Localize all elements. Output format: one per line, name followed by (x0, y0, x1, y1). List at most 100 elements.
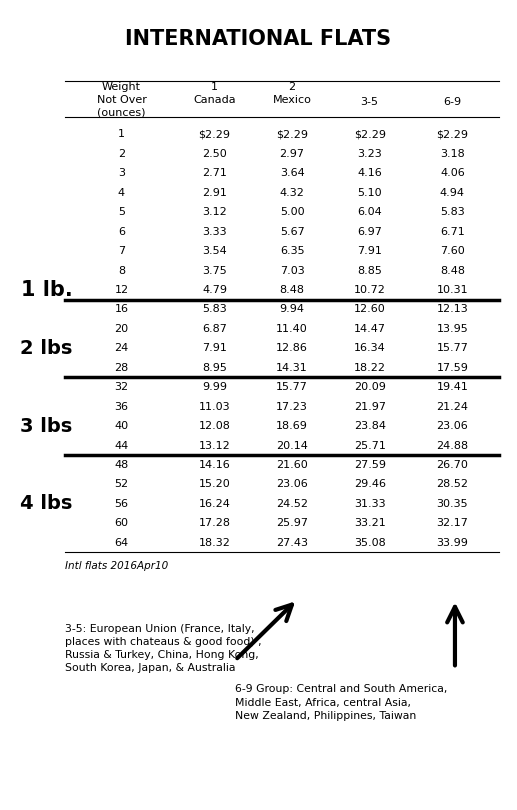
Text: 9.99: 9.99 (202, 382, 227, 392)
Text: 2.91: 2.91 (202, 188, 227, 198)
Text: 4.06: 4.06 (440, 168, 465, 178)
Text: 60: 60 (114, 518, 129, 528)
Text: 21.60: 21.60 (276, 460, 308, 470)
Text: 5.00: 5.00 (280, 207, 305, 217)
Text: 36: 36 (114, 402, 129, 411)
Text: 12.86: 12.86 (276, 343, 308, 353)
Text: 4: 4 (118, 188, 125, 198)
Text: 23.06: 23.06 (436, 421, 468, 431)
Text: 7.91: 7.91 (357, 246, 382, 256)
Text: 27.59: 27.59 (354, 460, 386, 470)
Text: 3 lbs: 3 lbs (20, 416, 73, 436)
Text: 16: 16 (114, 305, 129, 314)
Text: 16.34: 16.34 (354, 343, 386, 353)
Text: 10.31: 10.31 (436, 285, 468, 295)
Text: 29.46: 29.46 (354, 480, 386, 489)
Text: 25.97: 25.97 (276, 518, 308, 528)
Text: 21.97: 21.97 (354, 402, 386, 411)
Text: 18.22: 18.22 (354, 363, 386, 373)
Text: 8: 8 (118, 266, 125, 275)
Text: 11.40: 11.40 (276, 324, 308, 334)
Text: 8.85: 8.85 (357, 266, 382, 275)
Text: 21.24: 21.24 (436, 402, 468, 411)
Text: 3-5: 3-5 (361, 97, 378, 107)
Text: 3.18: 3.18 (440, 149, 465, 159)
Text: 1 lb.: 1 lb. (21, 280, 72, 300)
Text: 28.52: 28.52 (436, 480, 468, 489)
Text: 9.94: 9.94 (280, 305, 305, 314)
Text: 6-9 Group: Central and South America,
Middle East, Africa, central Asia,
New Zea: 6-9 Group: Central and South America, Mi… (235, 684, 448, 721)
Text: 17.23: 17.23 (276, 402, 308, 411)
Text: Weight
Not Over
(ounces): Weight Not Over (ounces) (97, 82, 146, 117)
Text: INTERNATIONAL FLATS: INTERNATIONAL FLATS (126, 29, 391, 49)
Text: 15.20: 15.20 (199, 480, 231, 489)
Text: 5.67: 5.67 (280, 227, 305, 237)
Text: $2.29: $2.29 (354, 130, 386, 139)
Text: 56: 56 (114, 499, 129, 509)
Text: 4.94: 4.94 (440, 188, 465, 198)
Text: 1
Canada: 1 Canada (193, 82, 236, 104)
Text: 24.52: 24.52 (276, 499, 308, 509)
Text: 32: 32 (114, 382, 129, 392)
Text: 32.17: 32.17 (436, 518, 468, 528)
Text: 24.88: 24.88 (436, 441, 468, 450)
Text: 3-5: European Union (France, Italy,
places with chateaus & good food) ,
Russia &: 3-5: European Union (France, Italy, plac… (65, 624, 261, 673)
Text: 64: 64 (114, 538, 129, 548)
Text: 24: 24 (114, 343, 129, 353)
Text: 7.91: 7.91 (202, 343, 227, 353)
Text: 6: 6 (118, 227, 125, 237)
Text: 23.84: 23.84 (354, 421, 386, 431)
Text: 2.50: 2.50 (202, 149, 227, 159)
Text: 8.95: 8.95 (202, 363, 227, 373)
Text: 25.71: 25.71 (354, 441, 386, 450)
Text: 3: 3 (118, 168, 125, 178)
Text: 14.16: 14.16 (199, 460, 231, 470)
Text: 48: 48 (114, 460, 129, 470)
Text: 35.08: 35.08 (354, 538, 386, 548)
Text: 5.10: 5.10 (357, 188, 382, 198)
Text: 44: 44 (114, 441, 129, 450)
Text: 12: 12 (114, 285, 129, 295)
Text: $2.29: $2.29 (276, 130, 308, 139)
Text: 6.87: 6.87 (202, 324, 227, 334)
Text: 18.32: 18.32 (199, 538, 231, 548)
Text: 3.33: 3.33 (202, 227, 227, 237)
Text: 15.77: 15.77 (276, 382, 308, 392)
Text: 33.99: 33.99 (436, 538, 468, 548)
Text: 18.69: 18.69 (276, 421, 308, 431)
Text: 2: 2 (118, 149, 125, 159)
Text: 17.28: 17.28 (199, 518, 231, 528)
Text: 10.72: 10.72 (354, 285, 386, 295)
Text: 15.77: 15.77 (436, 343, 468, 353)
Text: 20.14: 20.14 (276, 441, 308, 450)
Text: 13.95: 13.95 (436, 324, 468, 334)
Text: 2 lbs: 2 lbs (20, 339, 73, 358)
Text: 8.48: 8.48 (440, 266, 465, 275)
Text: 5: 5 (118, 207, 125, 217)
Text: 3.75: 3.75 (202, 266, 227, 275)
Text: 30.35: 30.35 (436, 499, 468, 509)
Text: 33.21: 33.21 (354, 518, 386, 528)
Text: 4 lbs: 4 lbs (20, 494, 73, 514)
Text: 12.13: 12.13 (436, 305, 468, 314)
Text: 27.43: 27.43 (276, 538, 308, 548)
Text: 3.12: 3.12 (202, 207, 227, 217)
Text: 2.71: 2.71 (202, 168, 227, 178)
Text: 14.31: 14.31 (276, 363, 308, 373)
Text: 16.24: 16.24 (199, 499, 231, 509)
Text: 12.08: 12.08 (199, 421, 231, 431)
Text: 12.60: 12.60 (354, 305, 386, 314)
Text: 23.06: 23.06 (276, 480, 308, 489)
Text: $2.29: $2.29 (199, 130, 231, 139)
Text: 6.97: 6.97 (357, 227, 382, 237)
Text: 4.79: 4.79 (202, 285, 227, 295)
Text: 13.12: 13.12 (199, 441, 231, 450)
Text: 3.23: 3.23 (357, 149, 382, 159)
Text: 7.60: 7.60 (440, 246, 465, 256)
Text: 3.64: 3.64 (280, 168, 305, 178)
Text: 11.03: 11.03 (199, 402, 231, 411)
Text: 26.70: 26.70 (436, 460, 468, 470)
Text: 7.03: 7.03 (280, 266, 305, 275)
Text: 31.33: 31.33 (354, 499, 386, 509)
Text: 4.16: 4.16 (357, 168, 382, 178)
